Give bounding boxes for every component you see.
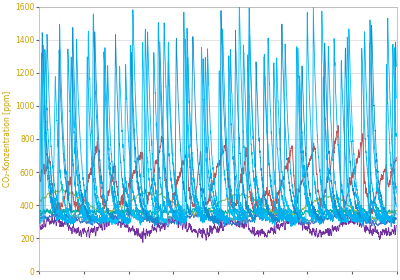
Y-axis label: CO₂-Konzentration [ppm]: CO₂-Konzentration [ppm]: [4, 91, 12, 187]
